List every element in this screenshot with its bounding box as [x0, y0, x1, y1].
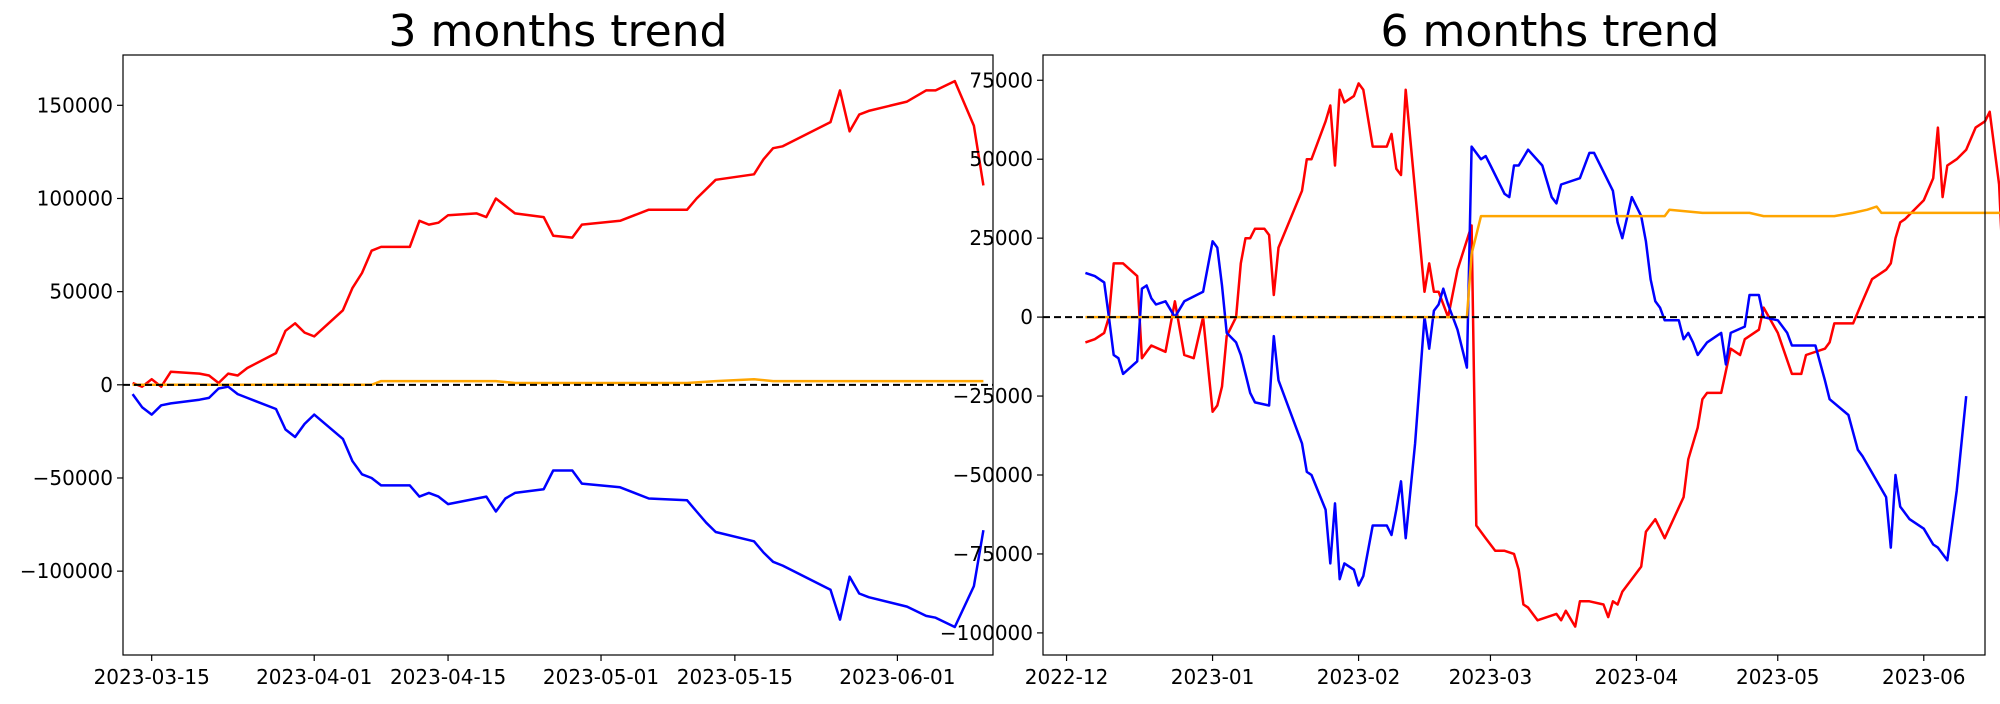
- y-tick-label: 150000: [37, 93, 113, 117]
- chart-6-months: 6 months trend −100000 −75000 −50000 −25000…: [940, 6, 2000, 689]
- series-line-2: [1085, 205, 2000, 319]
- plot-frame: [1042, 54, 1986, 656]
- y-tick-label: 50000: [49, 280, 113, 304]
- plot-frame: [122, 54, 994, 656]
- x-tick-label: 2023-03-15: [94, 665, 210, 689]
- chart-title: 6 months trend: [1381, 6, 1720, 57]
- x-tick-label: 2023-05: [1736, 665, 1820, 689]
- y-tick-label: 50000: [969, 147, 1033, 171]
- y-tick-label: −25000: [953, 384, 1033, 408]
- y-tick-label: −50000: [953, 463, 1033, 487]
- x-tick-label: 2023-04-15: [390, 665, 506, 689]
- y-tick-label: −100000: [940, 621, 1033, 645]
- x-tick-label: 2023-02: [1317, 665, 1401, 689]
- x-tick-label: 2023-05-01: [543, 665, 659, 689]
- x-tick-label: 2023-06: [1882, 665, 1966, 689]
- y-tick-label: 75000: [969, 68, 1033, 92]
- x-tick-label: 2023-05-15: [677, 665, 793, 689]
- y-tick-label: 25000: [969, 226, 1033, 250]
- y-tick-label: −50000: [33, 466, 113, 490]
- series-line-2: [132, 377, 984, 387]
- x-tick-label: 2023-04: [1595, 665, 1679, 689]
- x-tick-label: 2023-03: [1449, 665, 1533, 689]
- y-tick-label: −100000: [20, 559, 113, 583]
- chart-3-months: 3 months trend −100000 −50000 0 50000 100000…: [20, 6, 994, 689]
- x-tick-label: 2022-12: [1025, 665, 1109, 689]
- chart-title: 3 months trend: [389, 6, 728, 57]
- y-tick-label: −75000: [953, 542, 1033, 566]
- series-line-1: [1084, 145, 1968, 587]
- y-tick-label: 0: [100, 373, 113, 397]
- x-tick-label: 2023-06-01: [839, 665, 955, 689]
- x-tick-label: 2023-01: [1171, 665, 1255, 689]
- x-tick-label: 2023-04-01: [256, 665, 372, 689]
- y-tick-label: 0: [1020, 305, 1033, 329]
- series-line-0: [132, 79, 985, 388]
- y-tick-label: 100000: [37, 186, 113, 210]
- series-line-1: [131, 385, 985, 629]
